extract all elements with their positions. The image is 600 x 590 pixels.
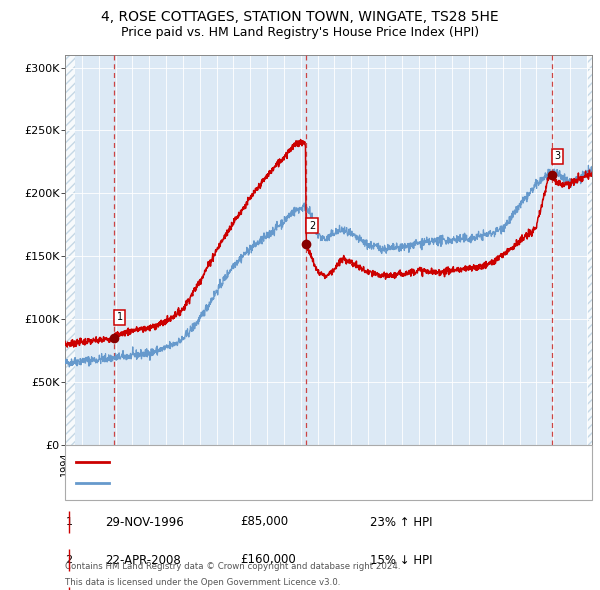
Text: £160,000: £160,000: [240, 553, 296, 566]
Text: 29-NOV-1996: 29-NOV-1996: [105, 516, 184, 529]
Text: 22-APR-2008: 22-APR-2008: [105, 553, 181, 566]
Text: 4, ROSE COTTAGES, STATION TOWN, WINGATE, TS28 5HE (detached house): 4, ROSE COTTAGES, STATION TOWN, WINGATE,…: [115, 457, 508, 467]
Text: 2: 2: [65, 555, 73, 565]
Text: 4, ROSE COTTAGES, STATION TOWN, WINGATE, TS28 5HE: 4, ROSE COTTAGES, STATION TOWN, WINGATE,…: [101, 10, 499, 24]
Text: 2: 2: [309, 221, 315, 231]
Text: 15% ↓ HPI: 15% ↓ HPI: [370, 553, 433, 566]
Text: Contains HM Land Registry data © Crown copyright and database right 2024.: Contains HM Land Registry data © Crown c…: [65, 562, 401, 571]
Text: £85,000: £85,000: [240, 516, 288, 529]
Bar: [65, 55, 75, 445]
Bar: [587, 55, 592, 445]
Text: 1: 1: [116, 313, 123, 323]
Text: 3: 3: [554, 152, 560, 162]
Text: 1: 1: [65, 517, 73, 527]
Text: HPI: Average price, detached house, County Durham: HPI: Average price, detached house, Coun…: [115, 478, 390, 488]
Text: This data is licensed under the Open Government Licence v3.0.: This data is licensed under the Open Gov…: [65, 578, 340, 587]
Text: 23% ↑ HPI: 23% ↑ HPI: [370, 516, 433, 529]
Text: Price paid vs. HM Land Registry's House Price Index (HPI): Price paid vs. HM Land Registry's House …: [121, 26, 479, 39]
